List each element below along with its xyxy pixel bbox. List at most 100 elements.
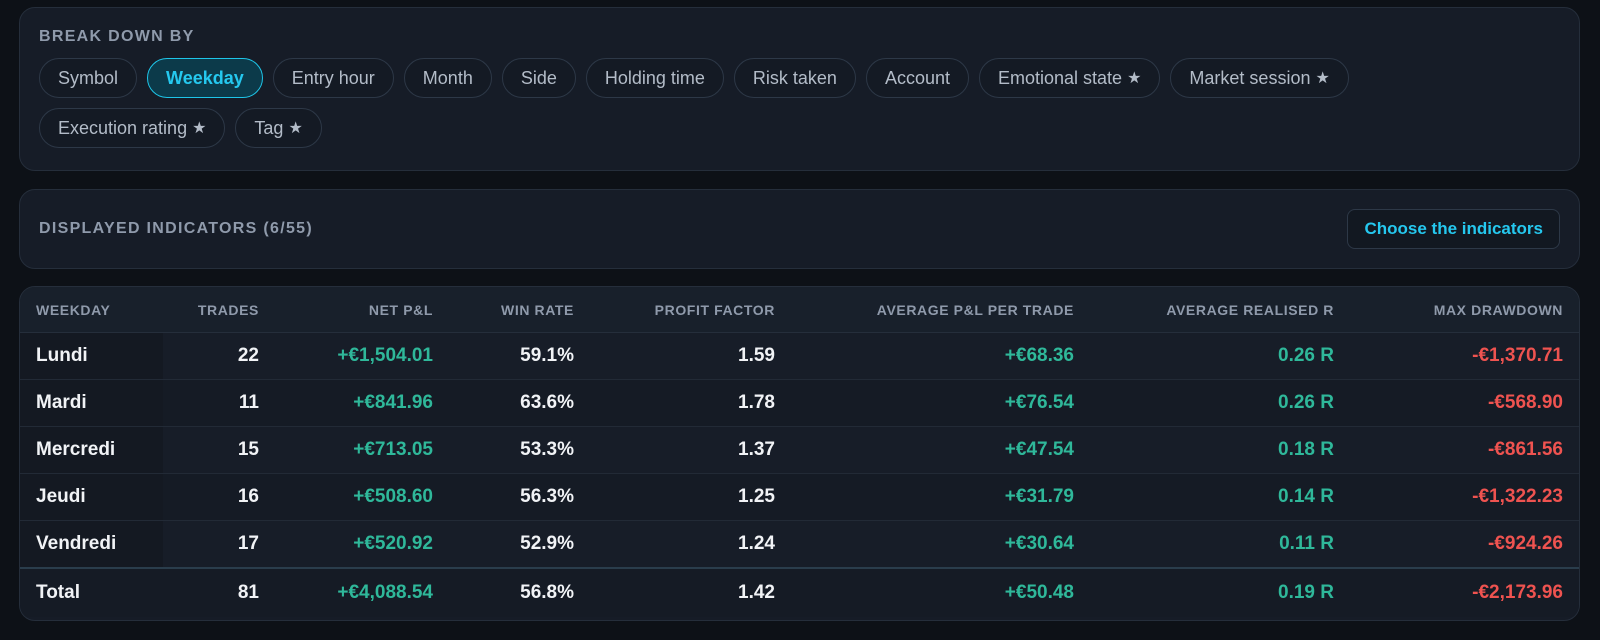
column-header[interactable]: PROFIT FACTOR [590, 287, 791, 333]
breakdown-chip-label: Emotional state [998, 67, 1123, 88]
breakdown-chip-market-session[interactable]: Market session ★ [1170, 58, 1349, 98]
total-cell: +€50.48 [791, 567, 1090, 617]
breakdown-chip-month[interactable]: Month [403, 58, 492, 98]
table-cell: +€31.79 [791, 473, 1090, 521]
table-header-row: WEEKDAY TRADES NET P&L WIN RATE PROFIT FACTO… [20, 287, 1579, 333]
breakdown-chip-label: Weekday [166, 67, 244, 88]
breakdown-label: BREAK DOWN BY [39, 28, 195, 45]
row-label: Lundi [20, 332, 163, 380]
total-cell: +€4,088.54 [275, 567, 449, 617]
total-cell: 81 [163, 567, 275, 617]
column-header[interactable]: AVERAGE P&L PER TRADE [791, 287, 1090, 333]
total-cell: 0.19 R [1090, 567, 1350, 617]
breakdown-chip-emotional-state[interactable]: Emotional state ★ [979, 58, 1161, 98]
table-cell: +€713.05 [275, 426, 449, 474]
column-header[interactable]: TRADES [163, 287, 275, 333]
table-cell: +€508.60 [275, 473, 449, 521]
breakdown-chip-label: Risk taken [752, 67, 837, 88]
table-cell: +€1,504.01 [275, 332, 449, 380]
breakdown-chip-label: Tag [254, 117, 284, 138]
table-row: Lundi 22 +€1,504.01 59.1% 1.59 +€68.36 0.26 R-… [20, 332, 1579, 380]
table-cell: 0.11 R [1090, 520, 1350, 568]
table-cell: 0.26 R [1090, 379, 1350, 427]
breakdown-chip-label: Side [520, 67, 557, 88]
table-cell: +€520.92 [275, 520, 449, 568]
table-cell: 17 [163, 520, 275, 568]
total-cell: -€2,173.96 [1350, 567, 1579, 617]
breakdown-chip-label: Market session [1189, 67, 1311, 88]
row-label: Mercredi [20, 426, 163, 474]
breakdown-chip-label: Month [422, 67, 473, 88]
row-label: Jeudi [20, 473, 163, 521]
breakdown-chip-tag[interactable]: Tag ★ [235, 108, 322, 148]
choose-indicators-button[interactable]: Choose the indicators [1347, 209, 1560, 249]
breakdown-chip-label: Entry hour [291, 67, 375, 88]
table-row: Mercredi 15 +€713.05 53.3% 1.37 +€47.54 0.18 R… [20, 426, 1579, 474]
table-cell: 59.1% [449, 332, 590, 380]
table-cell: +€76.54 [791, 379, 1090, 427]
stats-table-panel: WEEKDAY TRADES NET P&L WIN RATE PROFIT FACTO… [19, 286, 1580, 621]
breakdown-chip-side[interactable]: Side [501, 58, 576, 98]
table-body: Lundi 22 +€1,504.01 59.1% 1.59 +€68.36 0.26 R-… [20, 332, 1579, 568]
breakdown-chip-execution-rating[interactable]: Execution rating ★ [39, 108, 226, 148]
total-cell: 56.8% [449, 567, 590, 617]
breakdown-chip-symbol[interactable]: Symbol [39, 58, 138, 98]
stats-table: WEEKDAY TRADES NET P&L WIN RATE PROFIT FACTO… [20, 287, 1579, 617]
total-label: Total [20, 567, 163, 617]
total-cell: 1.42 [590, 567, 791, 617]
table-cell: 1.25 [590, 473, 791, 521]
table-cell: 15 [163, 426, 275, 474]
breakdown-panel: BREAK DOWN BY Symbol Weekday Entry hour Mon… [19, 7, 1580, 171]
table-cell: 1.78 [590, 379, 791, 427]
indicators-panel: DISPLAYED INDICATORS (6/55) Choose the i… [19, 189, 1580, 269]
table-cell: 1.24 [590, 520, 791, 568]
table-cell: +€30.64 [791, 520, 1090, 568]
table-cell: -€568.90 [1350, 379, 1579, 427]
table-cell: 52.9% [449, 520, 590, 568]
indicators-label: DISPLAYED INDICATORS (6/55) [39, 220, 313, 237]
star-icon: ★ [288, 120, 303, 137]
table-cell: 16 [163, 473, 275, 521]
star-icon: ★ [1315, 70, 1330, 87]
breakdown-chip-risk-taken[interactable]: Risk taken [733, 58, 856, 98]
column-header[interactable]: MAX DRAWDOWN [1350, 287, 1579, 333]
breakdown-chip-entry-hour[interactable]: Entry hour [272, 58, 394, 98]
table-cell: +€47.54 [791, 426, 1090, 474]
table-cell: 56.3% [449, 473, 590, 521]
table-cell: 0.26 R [1090, 332, 1350, 380]
breakdown-chip-label: Holding time [604, 67, 705, 88]
table-cell: 0.18 R [1090, 426, 1350, 474]
table-cell: +€841.96 [275, 379, 449, 427]
table-cell: 0.14 R [1090, 473, 1350, 521]
table-cell: 63.6% [449, 379, 590, 427]
breakdown-chip-label: Symbol [58, 67, 119, 88]
breakdown-chip-account[interactable]: Account [865, 58, 969, 98]
star-icon: ★ [1127, 70, 1142, 87]
column-header[interactable]: WEEKDAY [20, 287, 163, 333]
table-row: Vendredi 17 +€520.92 52.9% 1.24 +€30.64 0.11 R… [20, 520, 1579, 568]
table-cell: 22 [163, 332, 275, 380]
table-cell: 1.59 [590, 332, 791, 380]
breakdown-chip-label: Execution rating [58, 117, 188, 138]
table-total-row: Total 81 +€4,088.54 56.8% 1.42 +€50.48 0.19 R-… [20, 567, 1579, 617]
table-cell: +€68.36 [791, 332, 1090, 380]
table-cell: 53.3% [449, 426, 590, 474]
breakdown-chip-weekday[interactable]: Weekday [147, 58, 263, 98]
table-cell: -€924.26 [1350, 520, 1579, 568]
table-cell: -€1,322.23 [1350, 473, 1579, 521]
row-label: Mardi [20, 379, 163, 427]
table-cell: 1.37 [590, 426, 791, 474]
table-row: Jeudi 16 +€508.60 56.3% 1.25 +€31.79 0.14 R -€1… [20, 473, 1579, 521]
breakdown-chip-label: Account [884, 67, 950, 88]
star-icon: ★ [192, 120, 207, 137]
table-cell: -€1,370.71 [1350, 332, 1579, 380]
table-cell: -€861.56 [1350, 426, 1579, 474]
column-header[interactable]: NET P&L [275, 287, 449, 333]
breakdown-chip-list: Symbol Weekday Entry hour Month Side Holding … [39, 58, 1439, 148]
table-cell: 11 [163, 379, 275, 427]
breakdown-chip-holding-time[interactable]: Holding time [585, 58, 724, 98]
row-label: Vendredi [20, 520, 163, 568]
column-header[interactable]: WIN RATE [449, 287, 590, 333]
column-header[interactable]: AVERAGE REALISED R [1090, 287, 1350, 333]
table-row: Mardi 11 +€841.96 63.6% 1.78 +€76.54 0.26 R -€5… [20, 379, 1579, 427]
